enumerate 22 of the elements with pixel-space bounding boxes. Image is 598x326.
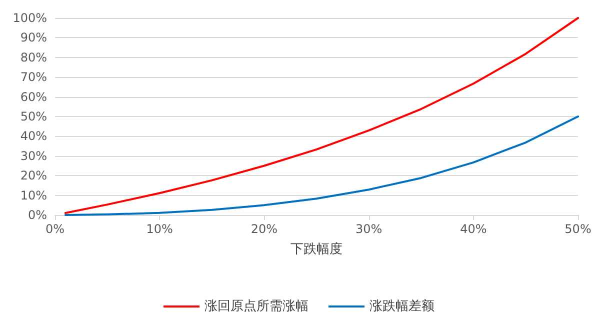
y-tick-label: 80% <box>20 50 47 64</box>
y-tick-label: 50% <box>20 110 47 124</box>
legend-label: 涨回原点所需涨幅 <box>204 299 308 314</box>
line-series <box>64 17 579 214</box>
line-series <box>64 116 579 216</box>
x-tick-label: 20% <box>250 222 278 236</box>
y-tick-label: 40% <box>20 129 47 144</box>
x-tick-label: 40% <box>460 222 487 236</box>
legend-label: 涨跌幅差额 <box>370 299 434 314</box>
x-tick-label: 0% <box>45 222 65 236</box>
y-tick-label: 10% <box>20 188 47 202</box>
x-tick-label: 50% <box>564 222 592 236</box>
y-tick-label: 30% <box>20 148 47 163</box>
y-tick-label: 20% <box>20 168 47 183</box>
y-tick-label: 70% <box>20 70 47 84</box>
y-tick-label: 100% <box>12 11 47 25</box>
y-tick-label: 90% <box>20 30 47 45</box>
x-axis-title: 下跌幅度 <box>290 241 342 257</box>
y-tick-label: 60% <box>20 90 47 104</box>
y-tick-label: 0% <box>28 208 47 222</box>
x-tick-label: 10% <box>146 222 173 236</box>
x-tick-label: 30% <box>355 222 382 236</box>
